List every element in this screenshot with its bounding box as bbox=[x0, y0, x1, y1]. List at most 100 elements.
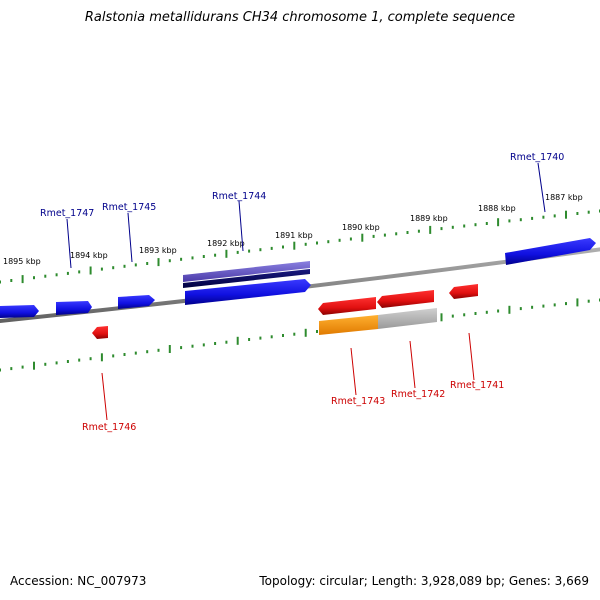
minor-tick bbox=[451, 225, 454, 229]
gene-label-rmet-1745[interactable]: Rmet_1745 bbox=[102, 202, 156, 213]
major-tick bbox=[89, 266, 92, 275]
minor-tick bbox=[474, 312, 477, 315]
gene-label-rmet-1744[interactable]: Rmet_1744 bbox=[212, 191, 266, 202]
genome-summary-text: Topology: circular; Length: 3,928,089 bp… bbox=[259, 574, 589, 588]
feature-bar-orange[interactable] bbox=[319, 315, 378, 335]
major-tick bbox=[497, 218, 500, 227]
minor-tick bbox=[451, 314, 454, 318]
gene-label-rmet-1747[interactable]: Rmet_1747 bbox=[40, 208, 94, 219]
minor-tick bbox=[0, 368, 1, 372]
minor-tick bbox=[100, 267, 103, 271]
gene-label-rmet-1743[interactable]: Rmet_1743 bbox=[331, 396, 385, 407]
minor-tick bbox=[463, 224, 466, 228]
major-tick bbox=[21, 275, 24, 284]
label-leader-line bbox=[238, 200, 244, 252]
reverse-gene-arrow[interactable] bbox=[449, 284, 478, 299]
minor-tick bbox=[406, 231, 409, 234]
reverse-gene-labels: Rmet_1746 Rmet_1743 Rmet_1742 Rmet_1741 bbox=[82, 332, 504, 433]
forward-gene-labels: Rmet_1747 Rmet_1745 Rmet_1744 Rmet_1740 bbox=[40, 152, 564, 269]
minor-tick bbox=[248, 338, 251, 341]
major-tick bbox=[576, 298, 579, 307]
major-tick bbox=[440, 313, 443, 322]
minor-tick bbox=[474, 223, 477, 227]
scale-tick-label: 1892 kbp bbox=[207, 239, 245, 248]
gene-label-rmet-1741[interactable]: Rmet_1741 bbox=[450, 380, 504, 391]
minor-tick bbox=[282, 245, 284, 249]
minor-tick bbox=[191, 256, 194, 260]
minor-tick bbox=[214, 342, 217, 345]
major-tick bbox=[157, 258, 160, 267]
feature-bar-grey[interactable] bbox=[378, 308, 437, 329]
major-tick bbox=[565, 210, 567, 219]
minor-tick bbox=[463, 313, 466, 317]
gene-label-rmet-1740[interactable]: Rmet_1740 bbox=[510, 152, 564, 163]
scale-tick-label: 1894 kbp bbox=[70, 251, 108, 260]
forward-gene-arrow[interactable] bbox=[0, 305, 39, 318]
minor-tick bbox=[55, 273, 58, 277]
minor-tick bbox=[282, 334, 284, 337]
map-title: Ralstonia metallidurans CH34 chromosome … bbox=[84, 10, 516, 25]
major-tick bbox=[304, 328, 307, 337]
reverse-gene-arrow[interactable] bbox=[92, 326, 108, 339]
minor-tick bbox=[553, 303, 556, 307]
minor-tick bbox=[146, 262, 149, 265]
forward-gene-arrow[interactable] bbox=[185, 279, 311, 305]
minor-tick bbox=[519, 307, 522, 311]
accession-text: Accession: NC_007973 bbox=[10, 574, 147, 588]
gene-label-rmet-1742[interactable]: Rmet_1742 bbox=[391, 389, 445, 400]
major-tick bbox=[508, 305, 511, 314]
outer-tick-ring bbox=[0, 209, 600, 284]
feature-bar-navy[interactable] bbox=[183, 269, 310, 288]
minor-tick bbox=[270, 246, 273, 250]
forward-gene-arrow[interactable] bbox=[56, 301, 92, 315]
forward-gene-arrow[interactable] bbox=[118, 295, 155, 309]
minor-tick bbox=[123, 264, 126, 268]
minor-tick bbox=[180, 257, 183, 261]
minor-tick bbox=[157, 348, 160, 352]
forward-features bbox=[0, 238, 596, 318]
scale-tick-label: 1893 kbp bbox=[139, 246, 177, 255]
minor-tick bbox=[214, 253, 217, 257]
minor-tick bbox=[146, 350, 149, 354]
minor-tick bbox=[10, 367, 13, 371]
minor-tick bbox=[44, 274, 47, 278]
minor-tick bbox=[180, 346, 183, 350]
minor-tick bbox=[134, 351, 137, 355]
minor-tick bbox=[191, 344, 194, 348]
major-tick bbox=[100, 353, 103, 362]
minor-tick bbox=[440, 227, 443, 231]
minor-tick bbox=[304, 242, 307, 246]
minor-tick bbox=[372, 234, 375, 238]
major-tick bbox=[225, 249, 228, 258]
scale-tick-label: 1891 kbp bbox=[275, 231, 313, 240]
minor-tick bbox=[168, 259, 171, 263]
minor-tick bbox=[587, 210, 590, 214]
minor-tick bbox=[485, 222, 488, 225]
forward-gene-arrow[interactable] bbox=[505, 238, 596, 265]
minor-tick bbox=[248, 249, 251, 253]
scale-tick-label: 1889 kbp bbox=[410, 214, 448, 223]
minor-tick bbox=[44, 362, 47, 366]
label-leader-line bbox=[127, 212, 133, 263]
minor-tick bbox=[202, 255, 205, 258]
minor-tick bbox=[66, 360, 69, 363]
minor-tick bbox=[259, 336, 262, 340]
minor-tick bbox=[497, 309, 500, 313]
minor-tick bbox=[531, 305, 534, 309]
reverse-gene-arrow[interactable] bbox=[318, 297, 376, 315]
minor-tick bbox=[338, 238, 341, 242]
minor-tick bbox=[542, 304, 545, 308]
gene-label-rmet-1746[interactable]: Rmet_1746 bbox=[82, 422, 136, 433]
minor-tick bbox=[21, 365, 24, 369]
minor-tick bbox=[349, 237, 352, 241]
reverse-gene-arrow[interactable] bbox=[377, 290, 434, 308]
minor-tick bbox=[33, 276, 35, 280]
minor-tick bbox=[542, 215, 545, 219]
label-leader-line bbox=[66, 218, 72, 269]
minor-tick bbox=[485, 310, 488, 314]
minor-tick bbox=[123, 353, 126, 356]
minor-tick bbox=[565, 302, 567, 306]
major-tick bbox=[293, 241, 296, 250]
minor-tick bbox=[293, 332, 296, 336]
feature-bar-purple[interactable] bbox=[183, 261, 310, 282]
